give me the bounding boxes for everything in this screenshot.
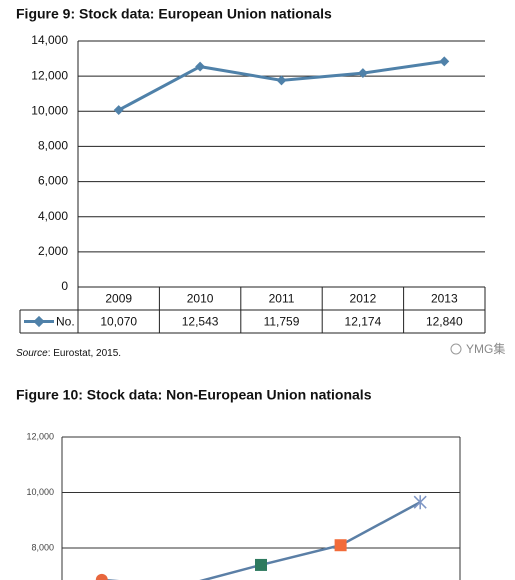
marker — [95, 573, 108, 580]
data-label: 12,840 — [426, 315, 463, 329]
marker — [113, 105, 124, 116]
watermark-text: YMG集 — [466, 341, 505, 356]
data-label: 10,070 — [100, 315, 137, 329]
marker — [439, 56, 450, 67]
y-tick-label: 8,000 — [38, 139, 68, 153]
marker — [413, 495, 427, 510]
y-tick-label: 14,000 — [31, 33, 68, 47]
x-tick-label: 2009 — [105, 292, 132, 306]
figure-title: Figure 10: Stock data: Non-European Unio… — [16, 387, 372, 403]
y-tick-label: 10,000 — [31, 103, 68, 117]
source-text: : Eurostat, 2015. — [48, 348, 121, 359]
y-tick-label: 8,000 — [31, 542, 54, 552]
legend-marker — [33, 315, 45, 328]
marker — [255, 558, 267, 571]
y-tick-label: 10,000 — [26, 487, 54, 497]
source-note: Source: Eurostat, 2015. — [16, 348, 121, 359]
watermark-icon — [450, 343, 462, 355]
figure-title: Figure 9: Stock data: European Union nat… — [16, 6, 332, 22]
y-tick-label: 12,000 — [31, 68, 68, 82]
marker — [276, 75, 287, 86]
data-label: 12,543 — [182, 315, 219, 329]
source-label: Source — [16, 348, 48, 359]
marker — [195, 61, 206, 72]
x-tick-label: 2010 — [187, 292, 214, 306]
y-tick-label: 6,000 — [38, 174, 68, 188]
marker — [334, 539, 347, 552]
legend-label: No. — [56, 315, 75, 329]
y-tick-label: 2,000 — [38, 244, 68, 258]
data-label: 12,174 — [345, 315, 382, 329]
x-tick-label: 2013 — [431, 292, 458, 306]
y-tick-label: 0 — [61, 279, 68, 293]
x-tick-label: 2012 — [350, 292, 377, 306]
y-tick-label: 12,000 — [26, 431, 54, 441]
y-tick-label: 4,000 — [38, 209, 68, 223]
line — [117, 59, 445, 112]
watermark: YMG集 — [450, 341, 505, 356]
data-label: 11,759 — [264, 315, 300, 329]
x-tick-label: 2011 — [269, 292, 295, 306]
